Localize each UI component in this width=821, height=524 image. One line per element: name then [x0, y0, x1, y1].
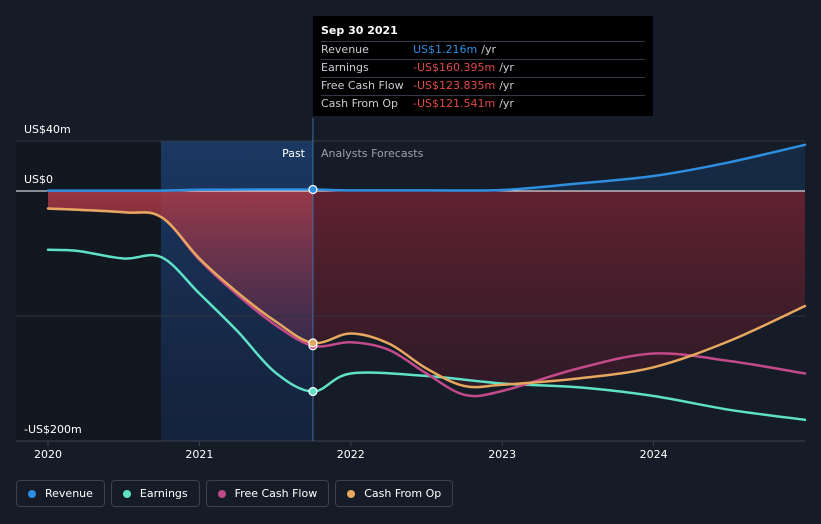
y-label-zero: US$0	[24, 173, 53, 186]
tooltip-label: Cash From Op	[321, 97, 399, 110]
legend-dot-icon	[217, 489, 226, 498]
loss-area-past	[48, 191, 313, 343]
tooltip-row-revenue: Revenue US$1.216m /yr	[321, 41, 645, 59]
legend: Revenue Earnings Free Cash Flow Cash Fro…	[16, 480, 454, 507]
tooltip-label: Earnings	[321, 61, 369, 74]
series-lines	[46, 143, 807, 422]
legend-item-revenue[interactable]: Revenue	[16, 480, 105, 507]
legend-item-cash-from-op[interactable]: Cash From Op	[335, 480, 454, 507]
loss-area	[48, 144, 805, 388]
x-tick-label: 2024	[640, 448, 668, 461]
tooltip-value: US$1.216m	[413, 43, 478, 56]
tooltip-unit: /yr	[499, 97, 514, 110]
legend-dot-icon	[347, 489, 356, 498]
x-axis: 2020 2021 2022 2023 2024	[34, 441, 668, 461]
y-label-top: US$40m	[24, 123, 71, 136]
tooltip-unit: /yr	[499, 61, 514, 74]
tooltip-row-free-cash-flow: Free Cash Flow -US$123.835m /yr	[321, 77, 645, 95]
marker-earnings	[308, 386, 318, 397]
tooltip-value: -US$121.541m	[413, 97, 496, 110]
tooltip-row-earnings: Earnings -US$160.395m /yr	[321, 59, 645, 77]
legend-label: Earnings	[139, 487, 188, 500]
series-line-cash-from-op	[46, 207, 807, 389]
marker-revenue	[308, 184, 318, 195]
hover-markers	[308, 184, 318, 397]
legend-label: Revenue	[45, 487, 93, 500]
x-tick-label: 2020	[34, 448, 62, 461]
legend-item-earnings[interactable]: Earnings	[110, 480, 200, 507]
x-tick-label: 2021	[185, 448, 213, 461]
marker-cash-from-op	[308, 338, 318, 348]
x-tick-label: 2023	[488, 448, 516, 461]
forecast-label: Analysts Forecasts	[321, 147, 424, 160]
tooltip-label: Free Cash Flow	[321, 79, 404, 92]
tooltip-unit: /yr	[481, 43, 496, 56]
series-line-revenue	[46, 143, 807, 192]
tooltip-value: -US$160.395m	[413, 61, 496, 74]
legend-dot-icon	[28, 489, 36, 498]
series-line-earnings	[46, 248, 807, 422]
tooltip-row-cash-from-op: Cash From Op -US$121.541m /yr	[321, 95, 645, 113]
tooltip-date: Sep 30 2021	[321, 24, 398, 37]
legend-item-free-cash-flow[interactable]: Free Cash Flow	[205, 480, 330, 507]
tooltip-value: -US$123.835m	[413, 79, 496, 92]
past-label: Past	[282, 147, 306, 160]
loss-area-forecast	[312, 191, 805, 388]
revenue-area	[48, 144, 805, 191]
legend-label: Cash From Op	[364, 487, 442, 500]
chart-svg: US$40m US$0 -US$200m Past Analysts Forec…	[16, 118, 807, 461]
y-label-bottom: -US$200m	[24, 423, 82, 436]
legend-label: Free Cash Flow	[234, 487, 318, 500]
early-period-band	[16, 141, 161, 441]
tooltip: Sep 30 2021 Revenue US$1.216m /yr Earnin…	[313, 16, 653, 116]
tooltip-label: Revenue	[321, 43, 369, 56]
legend-dot-icon	[122, 489, 131, 498]
x-tick-label: 2022	[337, 448, 365, 461]
tooltip-unit: /yr	[499, 79, 514, 92]
